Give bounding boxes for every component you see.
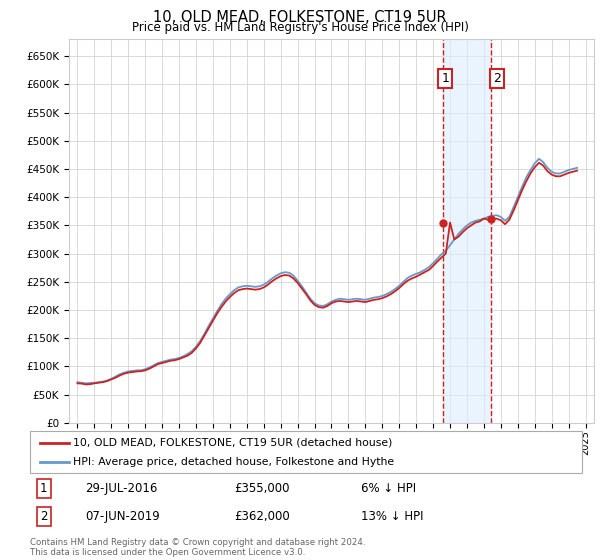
Text: Price paid vs. HM Land Registry's House Price Index (HPI): Price paid vs. HM Land Registry's House … — [131, 21, 469, 34]
Text: 6% ↓ HPI: 6% ↓ HPI — [361, 482, 416, 495]
Bar — [443, 39, 491, 423]
Text: HPI: Average price, detached house, Folkestone and Hythe: HPI: Average price, detached house, Folk… — [73, 457, 394, 467]
Text: 2: 2 — [40, 510, 47, 523]
Text: 07-JUN-2019: 07-JUN-2019 — [85, 510, 160, 523]
Text: 29-JUL-2016: 29-JUL-2016 — [85, 482, 158, 495]
Text: 10, OLD MEAD, FOLKESTONE, CT19 5UR (detached house): 10, OLD MEAD, FOLKESTONE, CT19 5UR (deta… — [73, 437, 392, 447]
Text: 2: 2 — [493, 72, 501, 85]
Text: 1: 1 — [442, 72, 449, 85]
Text: 10, OLD MEAD, FOLKESTONE, CT19 5UR: 10, OLD MEAD, FOLKESTONE, CT19 5UR — [153, 10, 447, 25]
Text: 13% ↓ HPI: 13% ↓ HPI — [361, 510, 424, 523]
Text: £362,000: £362,000 — [234, 510, 290, 523]
Text: £355,000: £355,000 — [234, 482, 290, 495]
Text: Contains HM Land Registry data © Crown copyright and database right 2024.
This d: Contains HM Land Registry data © Crown c… — [30, 538, 365, 557]
Text: 1: 1 — [40, 482, 47, 495]
FancyBboxPatch shape — [30, 431, 582, 473]
